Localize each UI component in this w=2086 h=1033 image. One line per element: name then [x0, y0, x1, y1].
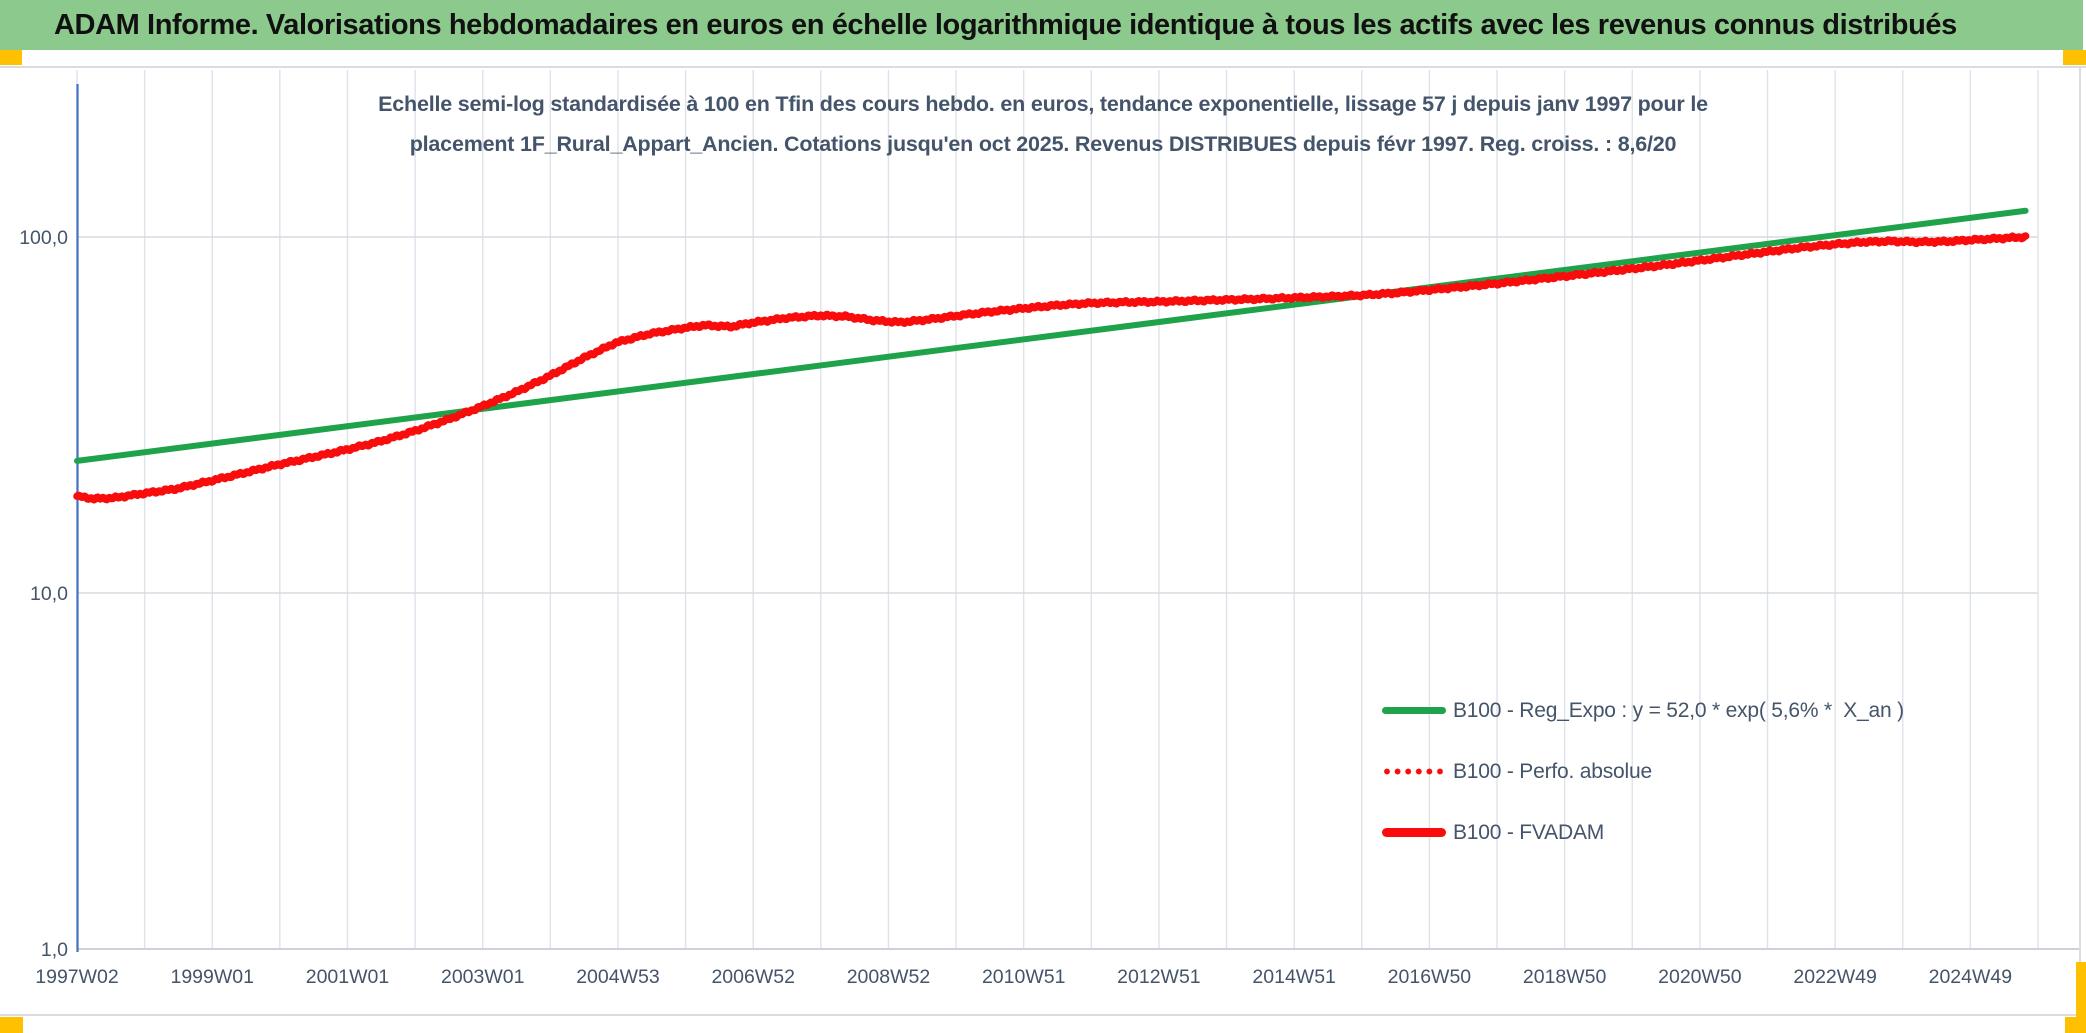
x-tick-label: 2006W52 — [711, 966, 794, 988]
y-tick-label: 10,0 — [30, 583, 68, 605]
legend-swatch-red-dotted-line-icon — [1382, 767, 1446, 776]
chart-title-line-1: Echelle semi-log standardisée à 100 en T… — [378, 92, 1708, 116]
x-tick-label: 2022W49 — [1793, 966, 1876, 988]
series-perfo-absolue — [73, 232, 2029, 504]
x-tick-label: 1997W02 — [35, 966, 118, 988]
chart-plot-area: 100,0 10,0 1,0 1997W02 1999W01 2001W01 2003W01… — [19, 70, 2079, 988]
legend-swatch-green-line-icon — [1382, 707, 1446, 714]
accent-square-bottom-left — [0, 1017, 23, 1033]
legend-label: B100 - Perfo. absolue — [1453, 759, 1652, 783]
legend-item-perfo-absolue: B100 - Perfo. absolue — [1382, 741, 1904, 802]
series-reg-expo — [74, 207, 2029, 464]
top-separator-line — [0, 66, 2086, 68]
x-tick-label: 2016W50 — [1388, 966, 1472, 988]
chart-right-border — [2079, 66, 2081, 1014]
accent-square-top-right — [2063, 50, 2086, 65]
legend-label: B100 - Reg_Expo : y = 52,0 * exp( 5,6% *… — [1453, 698, 1904, 722]
x-tick-label: 2001W01 — [306, 966, 389, 988]
x-tick-label: 2024W49 — [1929, 966, 2012, 988]
x-tick-label: 2018W50 — [1523, 966, 1607, 988]
legend-item-reg-expo: B100 - Reg_Expo : y = 52,0 * exp( 5,6% *… — [1382, 680, 1904, 741]
accent-strip-bottom-right-horiz — [2065, 1017, 2086, 1033]
bottom-separator-line — [0, 1014, 2086, 1016]
chart-title: Echelle semi-log standardisée à 100 en T… — [93, 84, 1993, 164]
accent-strip-bottom-right-vert — [2076, 962, 2086, 1033]
x-tick-label: 2020W50 — [1658, 966, 1742, 988]
x-tick-label: 2004W53 — [576, 966, 659, 988]
y-tick-label: 1,0 — [41, 939, 68, 961]
x-tick-label: 2014W51 — [1252, 966, 1335, 988]
x-tick-label: 1999W01 — [170, 966, 253, 988]
x-tick-label: 2012W51 — [1117, 966, 1200, 988]
legend-label: B100 - FVADAM — [1453, 820, 1605, 844]
chart-title-line-2: placement 1F_Rural_Appart_Ancien. Cotati… — [409, 132, 1677, 156]
x-tick-label: 2003W01 — [441, 966, 524, 988]
x-tick-label: 2008W52 — [847, 966, 930, 988]
series-fvadam — [73, 232, 2030, 504]
chart-legend: B100 - Reg_Expo : y = 52,0 * exp( 5,6% *… — [1382, 680, 1904, 863]
report-title-banner: ADAM Informe. Valorisations hebdomadaire… — [0, 0, 2083, 50]
x-tick-label: 2010W51 — [982, 966, 1065, 988]
legend-swatch-red-line-icon — [1382, 828, 1446, 837]
report-title: ADAM Informe. Valorisations hebdomadaire… — [54, 8, 1957, 41]
accent-square-top-left — [0, 50, 22, 65]
legend-item-fvadam: B100 - FVADAM — [1382, 802, 1904, 863]
y-tick-label: 100,0 — [19, 227, 68, 249]
